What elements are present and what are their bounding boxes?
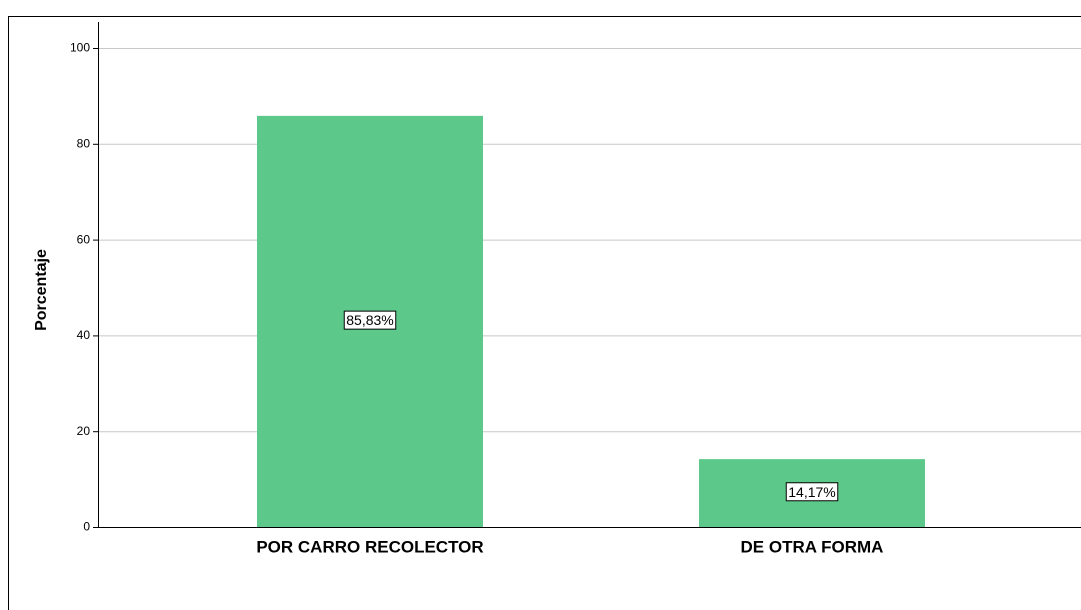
x-tick-label: DE OTRA FORMA [741, 537, 884, 556]
y-axis-label: Porcentaje [33, 249, 50, 331]
y-tick-label: 100 [70, 41, 90, 55]
y-tick-label: 60 [77, 232, 91, 246]
value-label: 85,83% [346, 312, 393, 328]
y-tick-label: 20 [77, 424, 91, 438]
value-label-box [343, 310, 397, 330]
value-label: 14,17% [788, 484, 835, 500]
x-tick-label: POR CARRO RECOLECTOR [256, 537, 483, 556]
value-label-box [785, 482, 839, 502]
y-tick-label: 0 [83, 520, 90, 534]
y-tick-label: 40 [77, 328, 91, 342]
y-tick-label: 80 [77, 136, 91, 150]
